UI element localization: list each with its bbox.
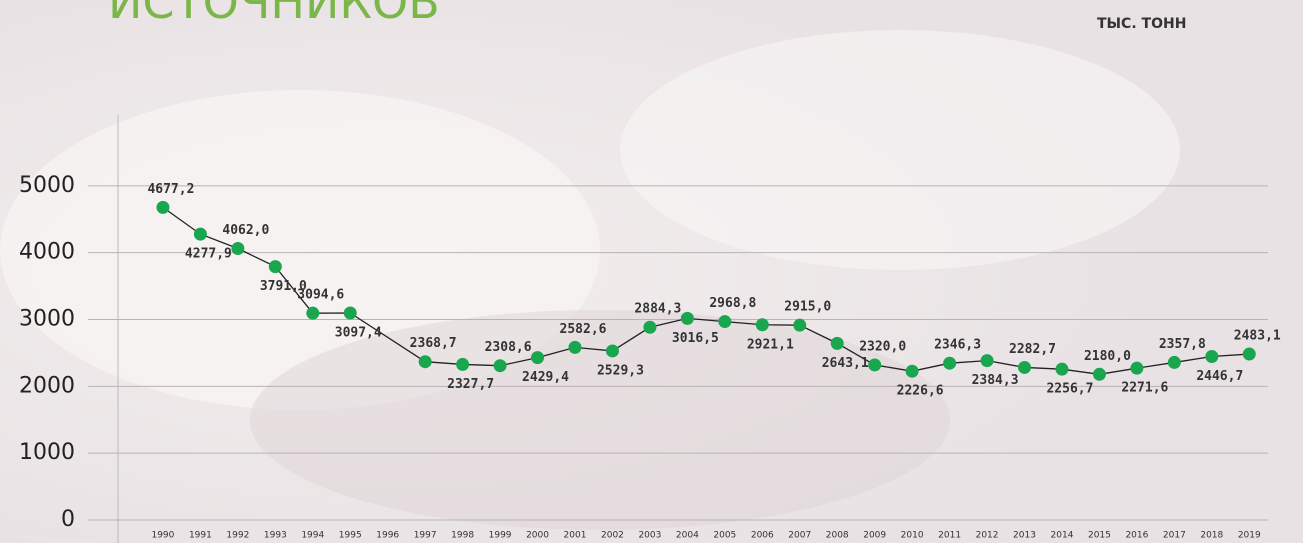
y-tick-label: 4000 <box>19 240 75 265</box>
y-tick-label: 1000 <box>19 440 75 465</box>
data-label: 2308,6 <box>485 340 532 355</box>
cloud <box>620 30 1180 270</box>
data-point <box>680 311 694 325</box>
x-tick-label: 2010 <box>901 531 924 541</box>
data-point <box>943 356 957 370</box>
x-tick-label: 1990 <box>151 531 174 541</box>
data-label: 2968,8 <box>709 296 756 311</box>
data-point <box>306 306 320 320</box>
data-point <box>830 336 844 350</box>
data-label: 2327,7 <box>447 377 494 392</box>
data-label: 3094,6 <box>297 288 344 303</box>
x-tick-label: 1991 <box>189 531 212 541</box>
data-point <box>193 227 207 241</box>
data-label: 2643,1 <box>822 356 869 371</box>
data-label: 2256,7 <box>1046 382 1093 397</box>
data-label: 3791,0 <box>260 279 307 294</box>
data-point <box>643 320 657 334</box>
x-tick-label: 2004 <box>676 531 699 541</box>
data-label: 2357,8 <box>1159 337 1206 352</box>
data-point <box>268 260 282 274</box>
data-label: 2226,6 <box>897 384 944 399</box>
data-point <box>755 318 769 332</box>
data-label: 3097,4 <box>335 325 382 340</box>
x-tick-label: 2016 <box>1125 531 1148 541</box>
x-tick-label: 2018 <box>1200 531 1223 541</box>
x-tick-label: 2017 <box>1163 531 1186 541</box>
cloud <box>250 310 950 530</box>
chart-title: ИСТОЧНИКОВ <box>108 0 440 29</box>
data-point <box>156 200 170 214</box>
data-label: 2446,7 <box>1196 369 1243 384</box>
data-point <box>1205 349 1219 363</box>
x-tick-label: 1998 <box>451 531 474 541</box>
unit-label: ТЫС. ТОНН <box>1097 16 1186 32</box>
data-point <box>456 357 470 371</box>
x-tick-label: 2007 <box>788 531 811 541</box>
x-tick-label: 2005 <box>713 531 736 541</box>
data-label: 2271,6 <box>1121 381 1168 396</box>
y-tick-label: 2000 <box>19 373 75 398</box>
x-tick-label: 1999 <box>489 531 512 541</box>
data-point <box>1018 360 1032 374</box>
data-label: 2368,7 <box>410 336 457 351</box>
y-tick-label: 3000 <box>19 307 75 332</box>
data-point <box>418 355 432 369</box>
data-label: 2529,3 <box>597 363 644 378</box>
data-point <box>343 306 357 320</box>
x-tick-label: 2002 <box>601 531 624 541</box>
data-point <box>1092 367 1106 381</box>
data-point <box>718 315 732 329</box>
x-tick-label: 2009 <box>863 531 886 541</box>
data-point <box>905 364 919 378</box>
x-tick-label: 1994 <box>301 531 324 541</box>
x-tick-label: 2008 <box>826 531 849 541</box>
data-point <box>605 344 619 358</box>
x-tick-label: 1997 <box>414 531 437 541</box>
data-point <box>493 359 507 373</box>
data-label: 2384,3 <box>972 373 1019 388</box>
data-point <box>531 351 545 365</box>
data-point <box>1167 355 1181 369</box>
data-point <box>980 354 994 368</box>
x-tick-label: 2015 <box>1088 531 1111 541</box>
data-point <box>793 318 807 332</box>
data-point <box>868 358 882 372</box>
data-point <box>1130 361 1144 375</box>
x-tick-label: 2013 <box>1013 531 1036 541</box>
x-tick-label: 2000 <box>526 531 549 541</box>
data-point <box>1055 362 1069 376</box>
data-label: 2346,3 <box>934 338 981 353</box>
data-label: 3016,5 <box>672 331 719 346</box>
data-label: 2884,3 <box>634 302 681 317</box>
data-label: 2915,0 <box>784 300 831 315</box>
data-label: 2582,6 <box>560 322 607 337</box>
y-tick-label: 0 <box>61 507 75 532</box>
x-tick-label: 1992 <box>226 531 249 541</box>
x-tick-label: 2003 <box>638 531 661 541</box>
x-tick-label: 2019 <box>1238 531 1261 541</box>
data-label: 4277,9 <box>185 247 232 262</box>
x-tick-label: 2014 <box>1051 531 1074 541</box>
data-label: 2282,7 <box>1009 342 1056 357</box>
x-tick-label: 2012 <box>976 531 999 541</box>
data-label: 2483,1 <box>1234 329 1281 344</box>
data-label: 2320,0 <box>859 339 906 354</box>
data-label: 2180,0 <box>1084 349 1131 364</box>
x-tick-label: 2006 <box>751 531 774 541</box>
x-tick-label: 1995 <box>339 531 362 541</box>
x-tick-label: 2001 <box>564 531 587 541</box>
data-label: 2921,1 <box>747 337 794 352</box>
x-tick-label: 1996 <box>376 531 399 541</box>
data-label: 4677,2 <box>147 182 194 197</box>
x-tick-label: 2011 <box>938 531 961 541</box>
y-tick-label: 5000 <box>19 173 75 198</box>
data-point <box>231 242 245 256</box>
data-label: 2429,4 <box>522 370 569 385</box>
data-point <box>1242 347 1256 361</box>
data-label: 4062,0 <box>222 223 269 238</box>
data-point <box>568 340 582 354</box>
x-tick-label: 1993 <box>264 531 287 541</box>
